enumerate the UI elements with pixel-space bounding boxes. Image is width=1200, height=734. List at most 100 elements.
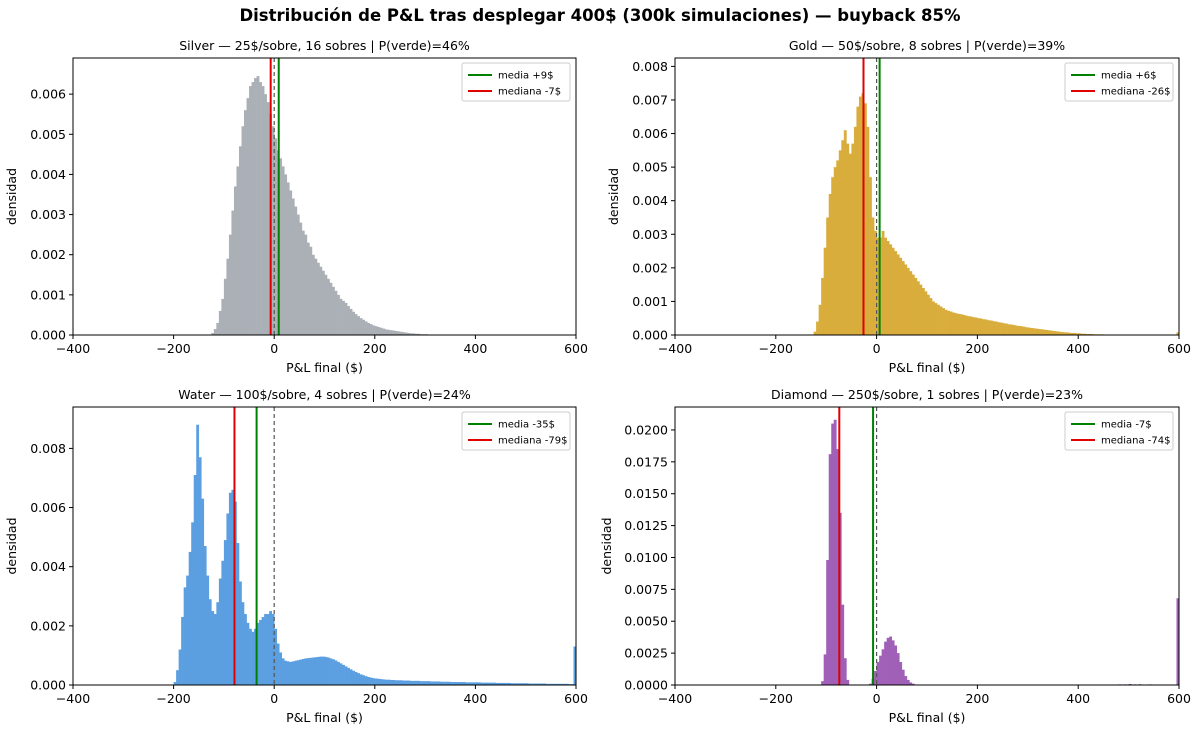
x-tick-label: −200 (156, 341, 190, 356)
histogram-bar (838, 150, 842, 335)
histogram-bar (407, 332, 411, 335)
histogram-bar (382, 328, 386, 335)
y-tick-label: 0.002 (30, 247, 66, 262)
histogram-bar (851, 143, 855, 335)
histogram-bar (1176, 332, 1179, 335)
histogram-bar (813, 331, 817, 335)
histogram-bar (249, 628, 252, 685)
histogram-bar (924, 291, 928, 335)
histogram-bar (241, 602, 245, 685)
histogram-bar (498, 682, 501, 685)
histogram-bar (906, 267, 910, 335)
y-tick-label: 0.002 (30, 618, 66, 633)
histogram-bar (304, 234, 308, 335)
histogram-bar (425, 681, 428, 685)
histogram-bar (332, 659, 335, 685)
histogram-bar (372, 678, 376, 685)
x-tick-label: 600 (564, 341, 588, 356)
y-tick-label: 0.0150 (624, 486, 668, 501)
histogram-bar (457, 682, 461, 685)
histogram-bar (249, 86, 252, 335)
histogram-bar (349, 308, 353, 335)
y-axis-label: densidad (599, 517, 614, 574)
histogram-bar (284, 174, 288, 335)
histogram-bar (558, 683, 562, 685)
histogram-bar (228, 492, 232, 685)
axes-frame (72, 406, 577, 686)
histogram-bar (181, 616, 184, 685)
histogram-bar (415, 680, 418, 685)
histogram-bar (362, 675, 366, 685)
histogram-bar (1020, 326, 1024, 335)
histogram-bar (1058, 331, 1061, 335)
histogram-bar (246, 622, 250, 685)
histogram-bar (216, 322, 220, 335)
histogram-bar (299, 659, 303, 685)
histogram-bar (296, 214, 300, 335)
y-tick-label: 0.006 (30, 87, 66, 102)
histogram-bar (939, 306, 943, 335)
y-tick-label: 0.007 (632, 92, 668, 107)
histogram-bar (254, 628, 257, 685)
histogram-bar (1053, 330, 1056, 335)
histogram-bar (515, 683, 519, 685)
bars-gold (813, 93, 1179, 335)
y-tick-label: 0.001 (30, 287, 66, 302)
x-tick-label: 600 (1167, 691, 1191, 706)
legend-label: mediana -74$ (1101, 436, 1171, 447)
histogram-bar (460, 682, 464, 685)
panel-water: −400 −200 0 200 400 600 0.000 0.002 0.004 0.006 0.… (4, 387, 588, 725)
histogram-bar (445, 681, 449, 685)
histogram-bar (264, 614, 267, 685)
histogram-bar (337, 294, 340, 335)
histogram-bar (954, 313, 958, 335)
histogram-bar (990, 320, 993, 335)
panel-title: Gold — 50$/sobre, 8 sobres | P(verde)=39… (789, 38, 1065, 53)
histogram-bar (261, 616, 265, 685)
x-tick-label: −200 (759, 341, 793, 356)
histogram-bar (992, 321, 996, 335)
histogram-bar (314, 258, 318, 335)
histogram-bar (1075, 333, 1079, 335)
histogram-bar (472, 682, 476, 685)
histogram-bar (896, 653, 900, 685)
histogram-bar (1047, 330, 1051, 335)
histogram-bar (891, 247, 895, 335)
histogram-bar (412, 680, 416, 685)
x-tick-label: 600 (1167, 341, 1191, 356)
histogram-bar (254, 78, 257, 335)
histogram-bar (979, 318, 983, 335)
histogram-bar (538, 683, 542, 685)
histogram-bar (178, 649, 182, 685)
histogram-bar (324, 656, 328, 685)
histogram-bar (1060, 331, 1064, 335)
histogram-bar (1017, 325, 1021, 335)
histogram-bar (916, 281, 920, 335)
histogram-bar (221, 560, 225, 685)
histogram-bar (1050, 330, 1054, 335)
histogram-bar (342, 300, 345, 335)
x-tick-label: 200 (363, 341, 387, 356)
histogram-bar (291, 198, 295, 335)
histogram-bar (836, 160, 840, 335)
histogram-bar (904, 264, 908, 335)
histogram-bar (1042, 329, 1046, 335)
histogram-bar (352, 670, 355, 685)
histogram-bar (271, 126, 275, 335)
histogram-bar (886, 240, 890, 335)
histogram-bar (430, 681, 433, 685)
histogram-bar (884, 237, 887, 335)
histogram-bar (841, 604, 845, 685)
histogram-bar (510, 683, 514, 685)
histogram-bar (244, 110, 247, 335)
histogram-bar (183, 587, 187, 685)
histogram-bar (881, 230, 885, 335)
histogram-bar (324, 274, 328, 335)
y-tick-label: 0.004 (632, 193, 668, 208)
histogram-bar (233, 186, 237, 335)
histogram-bar (997, 322, 1001, 335)
histogram-bar (274, 628, 278, 685)
legend-label: media +9$ (498, 71, 553, 82)
histogram-bar (503, 682, 506, 685)
histogram-bar (972, 317, 976, 335)
